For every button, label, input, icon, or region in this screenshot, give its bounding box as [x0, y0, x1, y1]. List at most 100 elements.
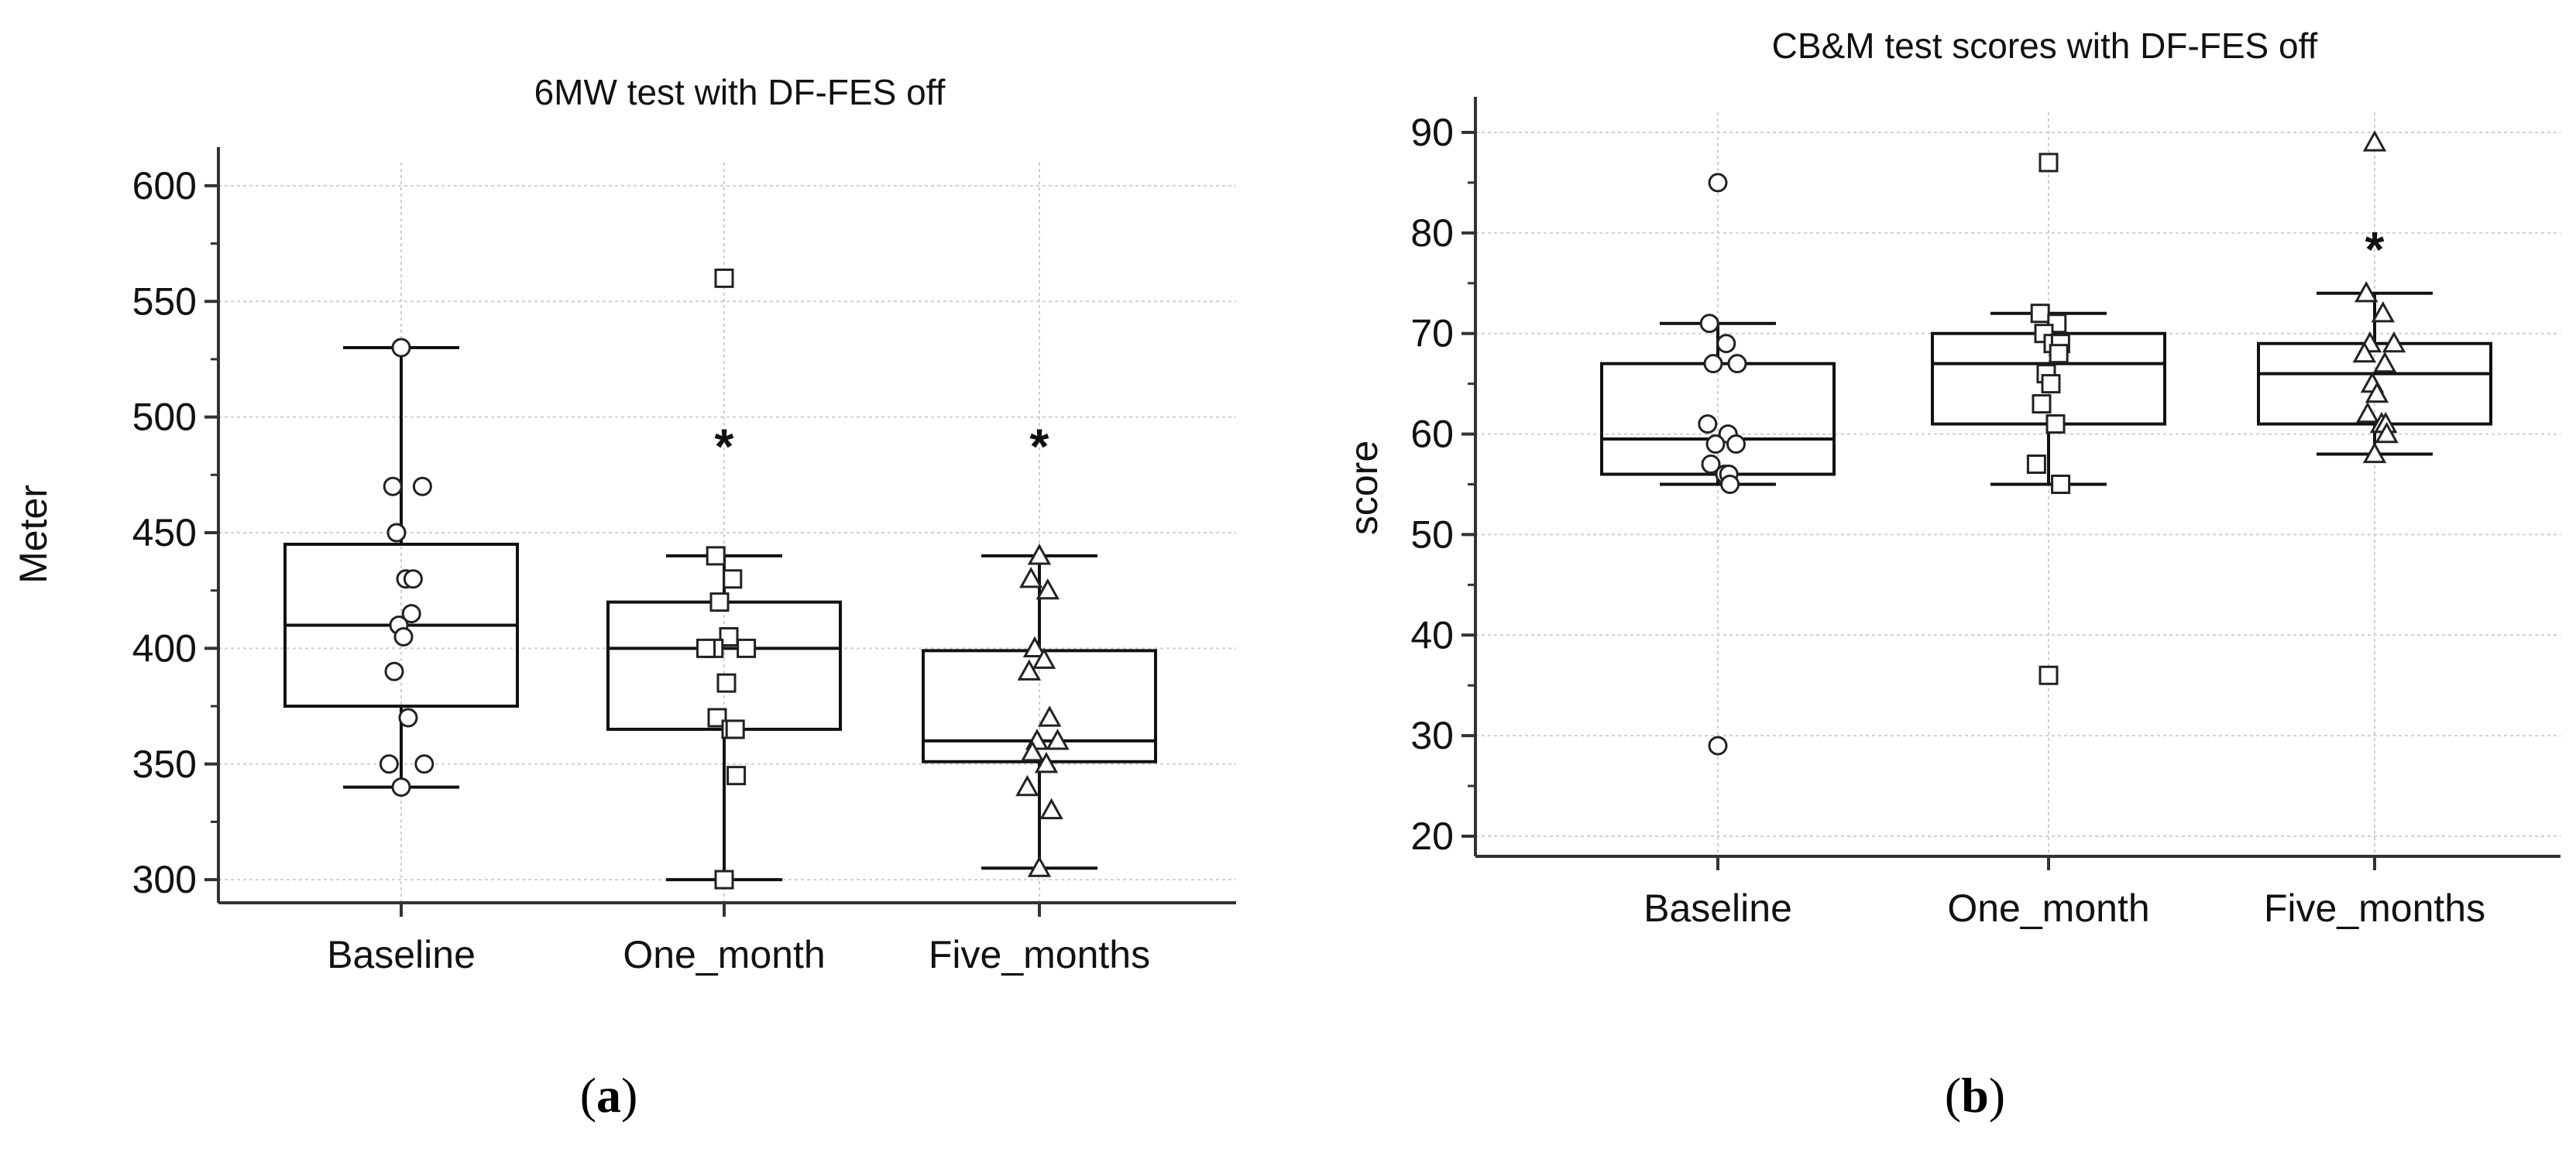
data-point-square — [2051, 475, 2071, 494]
y-tick-label: 80 — [1410, 211, 1454, 255]
chart-title: CB&M test scores with DF-FES off — [1772, 26, 2318, 66]
data-point-circle — [1726, 434, 1746, 454]
data-point-square — [2038, 153, 2059, 173]
y-tick-label: 450 — [132, 511, 197, 554]
data-point-triangle — [2352, 341, 2376, 363]
panel-label: (b) — [1945, 1068, 2005, 1123]
data-point-circle — [1703, 354, 1723, 374]
data-point-square — [2045, 414, 2066, 434]
data-point-triangle — [1036, 578, 1060, 600]
data-point-circle — [1699, 314, 1719, 334]
data-point-circle — [384, 661, 404, 681]
data-point-circle — [1720, 475, 1740, 494]
data-point-square — [719, 626, 739, 647]
data-point-circle — [386, 523, 407, 543]
data-point-circle — [1698, 414, 1718, 434]
data-point-triangle — [1015, 774, 1039, 797]
data-point-square — [716, 673, 737, 693]
y-tick-label: 300 — [132, 858, 197, 901]
data-point-triangle — [1022, 636, 1047, 657]
y-axis-label: Meter — [12, 485, 55, 584]
y-tick-label: 550 — [132, 280, 197, 323]
y-tick-label: 600 — [132, 164, 197, 208]
chart-title: 6MW test with DF-FES off — [534, 72, 946, 112]
data-point-triangle — [1039, 797, 1063, 820]
data-point-circle — [1716, 334, 1736, 354]
data-point-circle — [1708, 736, 1728, 756]
plot-area: 300 350 400 450 500 550 600 Baseline One_month Fi… — [132, 147, 1236, 976]
data-point-square — [714, 869, 734, 890]
x-category-label: Baseline — [327, 933, 476, 976]
data-point-circle — [401, 604, 421, 624]
data-point-circle — [379, 754, 399, 774]
significance-star: * — [1030, 419, 1049, 475]
data-point-triangle — [1038, 705, 1062, 727]
panel-letter: a — [596, 1068, 621, 1123]
data-point-square — [2038, 665, 2059, 685]
data-point-triangle — [2362, 130, 2387, 152]
data-point-circle — [398, 708, 418, 728]
data-point-triangle — [1017, 659, 1041, 681]
data-point-square — [2041, 374, 2061, 394]
y-tick-label: 500 — [132, 396, 197, 439]
plot-area: 20 30 40 50 60 70 80 90 Baseline One_month Five_mo… — [1410, 97, 2561, 930]
data-point-square — [2026, 454, 2046, 475]
significance-star: * — [715, 419, 734, 475]
y-tick-label: 40 — [1410, 613, 1454, 657]
data-point-square — [706, 546, 726, 566]
chart-6mw: 6MW test with DF-FES off Meter 300 350 400… — [12, 72, 1236, 1123]
y-tick-label: 60 — [1410, 413, 1454, 456]
data-point-circle — [414, 754, 434, 774]
data-point-triangle — [2373, 351, 2397, 373]
data-point-triangle — [1020, 740, 1045, 762]
data-point-circle — [412, 476, 432, 496]
data-point-circle — [403, 569, 423, 589]
data-point-triangle — [1032, 647, 1056, 669]
data-point-circle — [1708, 173, 1728, 193]
panel-letter: b — [1961, 1068, 1989, 1123]
y-tick-label: 20 — [1410, 815, 1454, 858]
data-point-circle — [391, 338, 411, 358]
x-category-label: Five_months — [2264, 887, 2485, 930]
data-point-circle — [1705, 434, 1726, 454]
data-point-square — [726, 766, 747, 786]
data-point-triangle — [1027, 544, 1052, 565]
data-point-triangle — [2365, 381, 2389, 403]
data-point-square — [2049, 344, 2069, 364]
x-category-label: Baseline — [1643, 887, 1792, 930]
data-point-square — [723, 569, 743, 589]
y-axis-label: score — [1342, 441, 1386, 535]
data-point-square — [725, 719, 745, 739]
data-point-circle — [391, 777, 411, 797]
significance-star: * — [2365, 221, 2385, 277]
data-point-triangle — [2375, 421, 2399, 444]
data-point-circle — [1701, 454, 1721, 475]
y-tick-label: 70 — [1410, 312, 1454, 355]
data-point-triangle — [1046, 729, 1070, 750]
y-tick-label: 50 — [1410, 513, 1454, 556]
y-tick-label: 90 — [1410, 111, 1454, 154]
panel-label: (a) — [580, 1068, 638, 1123]
data-point-triangle — [1019, 567, 1043, 588]
data-point-triangle — [2362, 441, 2387, 464]
y-tick-label: 30 — [1410, 714, 1454, 757]
x-category-label: One_month — [623, 933, 825, 976]
data-point-triangle — [1034, 752, 1059, 773]
data-point-circle — [383, 476, 403, 496]
data-point-square — [696, 638, 716, 658]
data-point-circle — [1727, 354, 1747, 374]
x-category-label: Five_months — [929, 933, 1150, 976]
data-point-triangle — [2382, 331, 2406, 353]
data-point-square — [737, 638, 757, 658]
chart-cbm: CB&M test scores with DF-FES off score 2… — [1342, 26, 2561, 1123]
x-category-label: One_month — [1947, 887, 2149, 930]
data-point-square — [714, 268, 734, 288]
data-point-circle — [393, 626, 414, 647]
data-point-square — [2030, 304, 2050, 324]
data-point-triangle — [1027, 856, 1052, 877]
data-point-square — [709, 592, 730, 612]
y-tick-label: 400 — [132, 626, 197, 670]
data-point-square — [2032, 394, 2052, 414]
data-point-triangle — [2355, 401, 2380, 424]
